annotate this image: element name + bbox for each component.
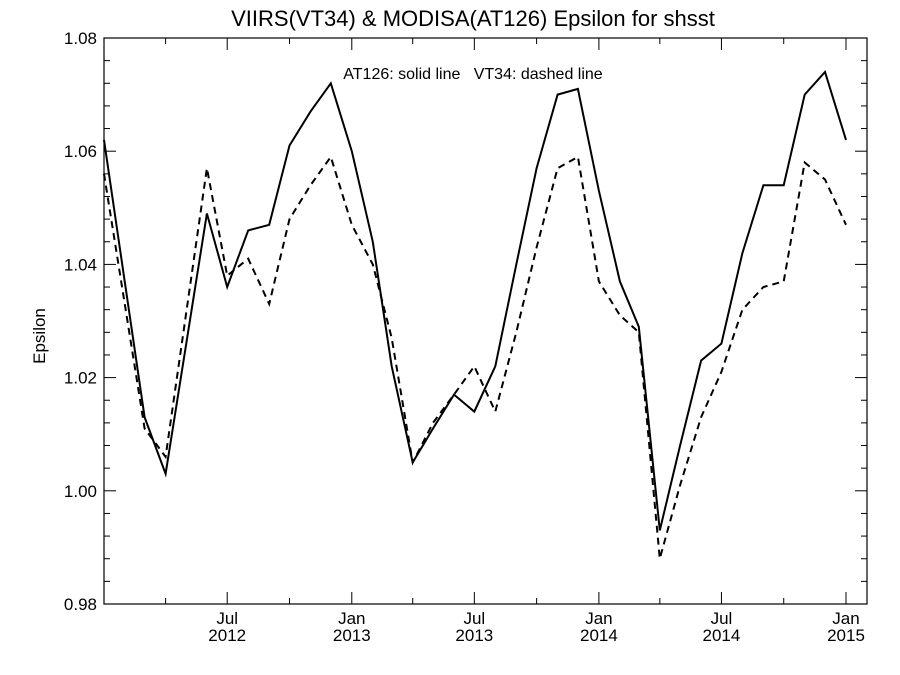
x-tick-label-month: Jan	[585, 609, 612, 628]
series-line-at126	[103, 70, 847, 531]
y-tick-label: 1.00	[64, 482, 97, 501]
y-axis: 0.98 1.00 1.02 1.04 1.06 1.08	[64, 29, 867, 614]
series-line-vt34	[103, 154, 847, 559]
y-tick-label: 1.04	[64, 255, 97, 274]
x-axis: Jul2012Jan2013Jul2013Jan2014Jul2014Jan20…	[165, 38, 865, 645]
x-tick-label-year: 2015	[827, 626, 865, 645]
x-tick-label-month: Jan	[338, 609, 365, 628]
plot-frame	[103, 37, 868, 605]
x-tick-label-year: 2013	[455, 626, 493, 645]
chart-title: VIIRS(VT34) & MODISA(AT126) Epsilon for …	[231, 6, 715, 31]
y-tick-label: 1.02	[64, 369, 97, 388]
line-style-annotation: AT126: solid line VT34: dashed line	[343, 66, 603, 83]
y-tick-label: 1.06	[64, 142, 97, 161]
x-tick-label-month: Jan	[832, 609, 859, 628]
x-tick-label-month: Jul	[463, 609, 485, 628]
x-tick-label-month: Jul	[711, 609, 733, 628]
x-tick-label-year: 2014	[580, 626, 618, 645]
y-tick-label: 1.08	[64, 29, 97, 48]
y-axis-label: Epsilon	[30, 308, 49, 364]
x-tick-label-year: 2012	[208, 626, 246, 645]
series-layer	[103, 70, 847, 559]
x-tick-label-month: Jul	[216, 609, 238, 628]
x-tick-label-year: 2014	[703, 626, 741, 645]
y-tick-label: 0.98	[64, 595, 97, 614]
x-tick-label-year: 2013	[333, 626, 371, 645]
